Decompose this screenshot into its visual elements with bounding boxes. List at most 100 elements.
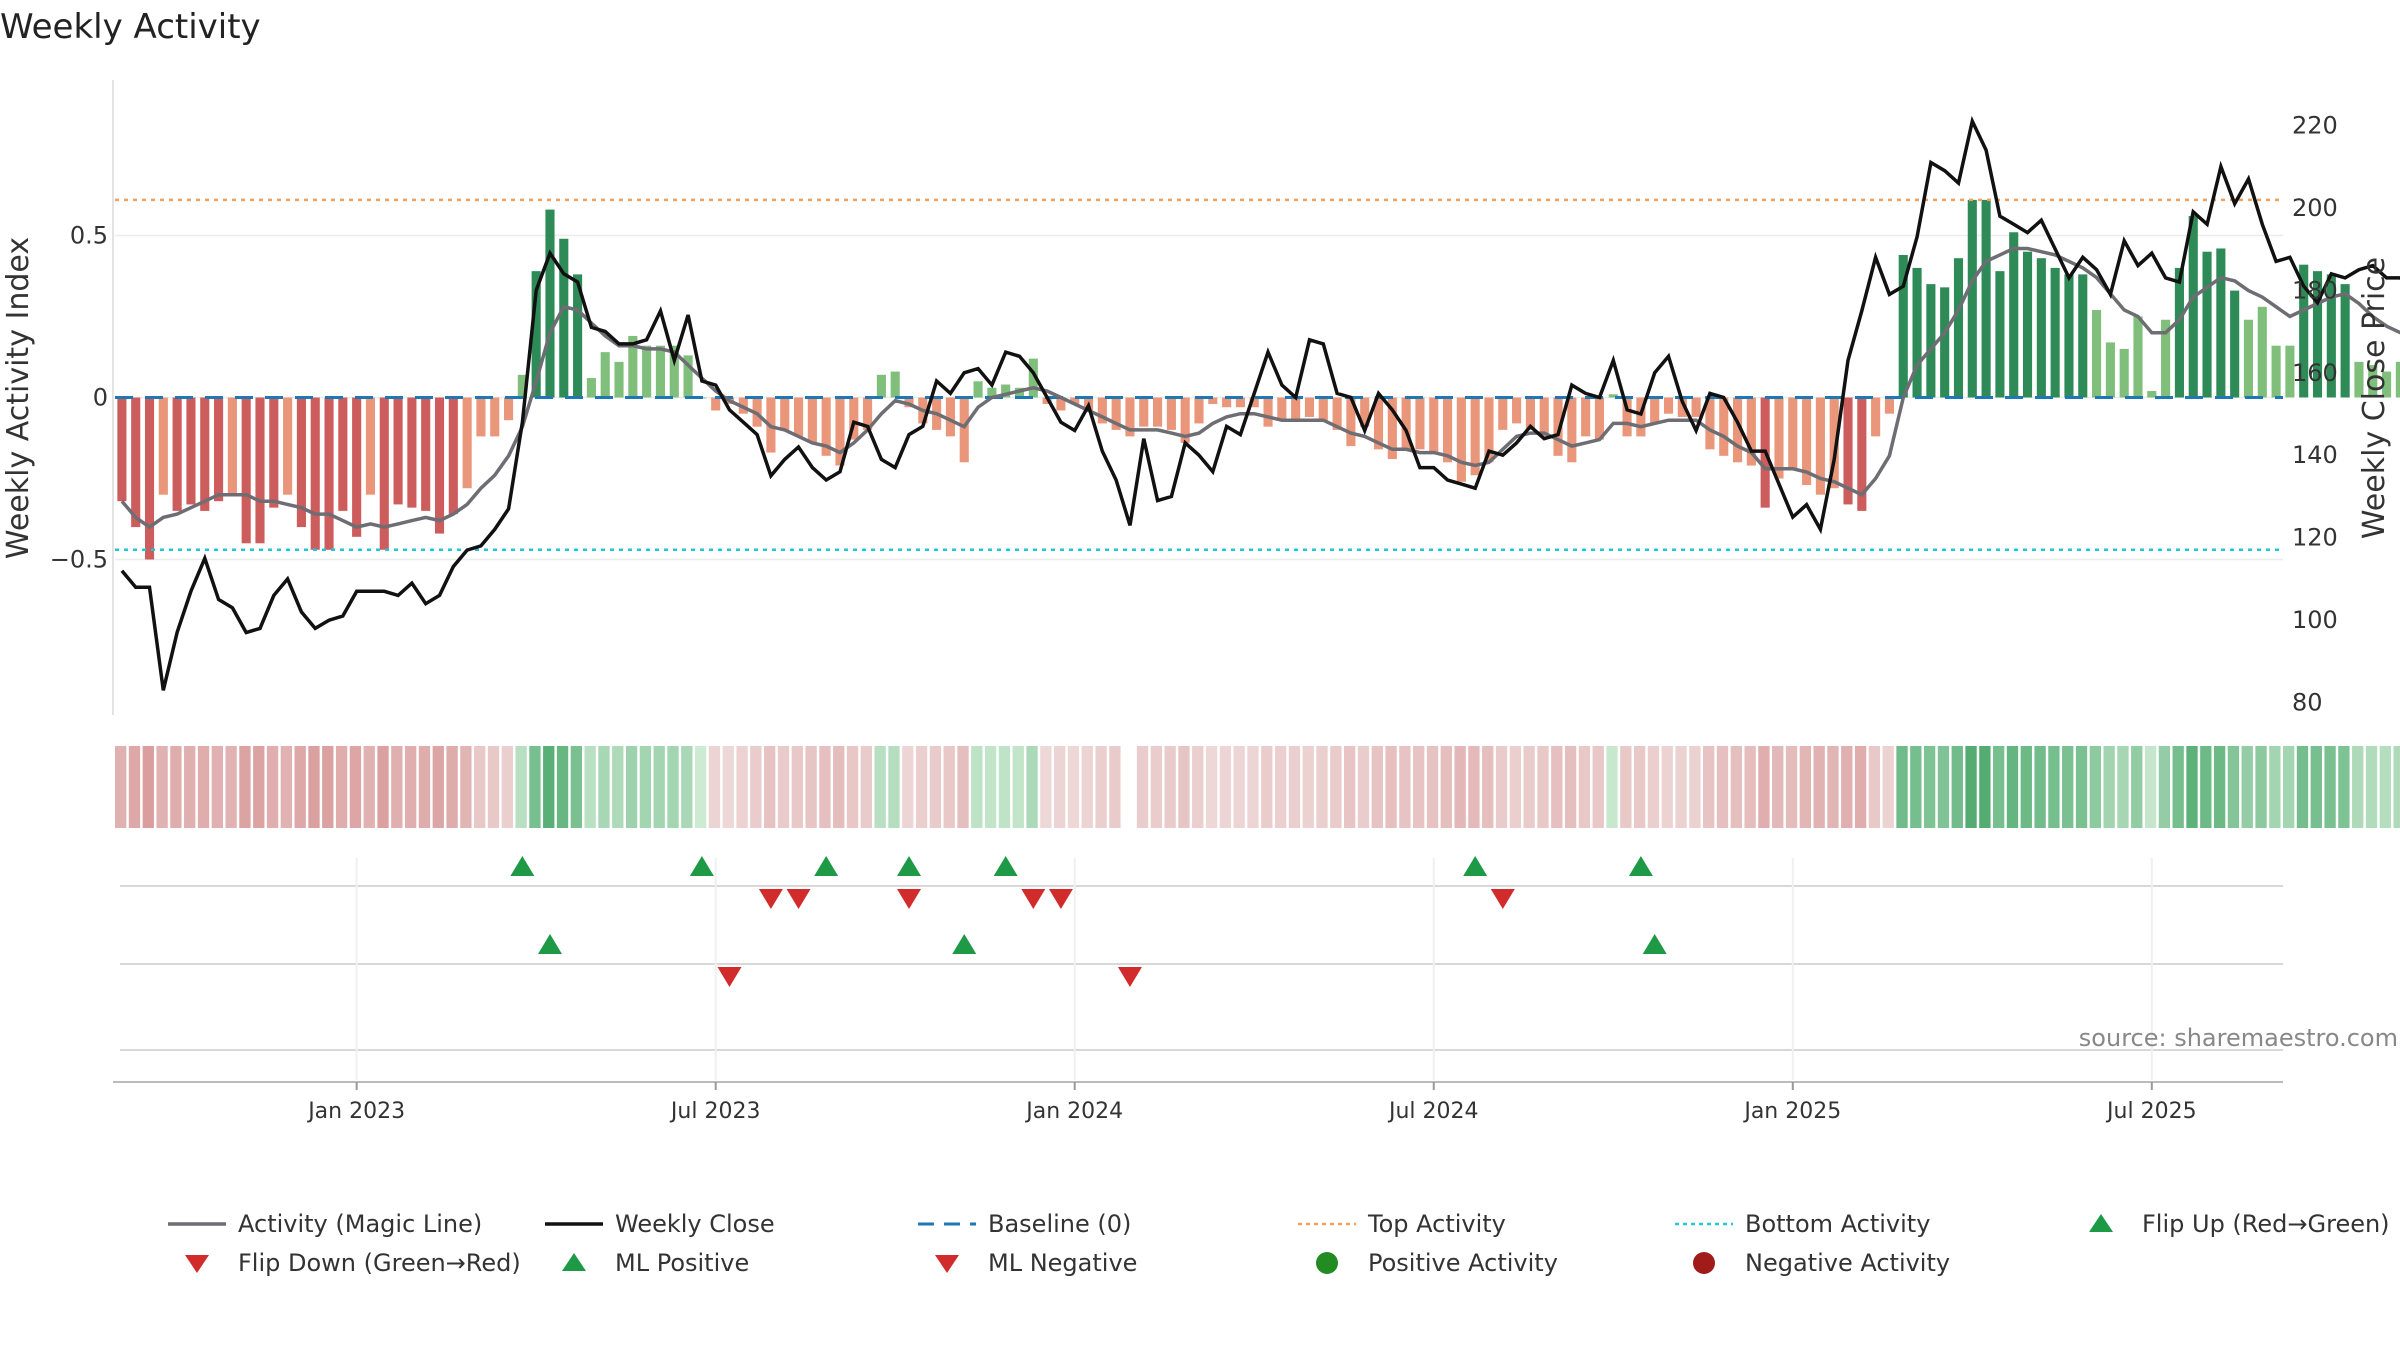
activity-bar bbox=[1373, 397, 1384, 450]
activity-bar bbox=[807, 397, 817, 443]
legend-swatch-triangle-up bbox=[2089, 1214, 2113, 1232]
activity-bar bbox=[2257, 306, 2267, 398]
activity-bar bbox=[1663, 397, 1674, 414]
activity-bar bbox=[1940, 287, 1950, 398]
activity-bar bbox=[1056, 397, 1066, 411]
heat-cell bbox=[1164, 746, 1176, 828]
activity-bar bbox=[1429, 397, 1439, 453]
activity-bar bbox=[1125, 397, 1135, 437]
activity-bar bbox=[1525, 397, 1535, 430]
heat-cell bbox=[943, 746, 955, 828]
right-tick-label: 100 bbox=[2292, 606, 2338, 634]
activity-bar bbox=[2243, 319, 2254, 398]
activity-bar bbox=[987, 387, 997, 398]
legend-item: ML Positive bbox=[562, 1249, 749, 1277]
activity-bar bbox=[1208, 397, 1218, 404]
heat-cell bbox=[1923, 746, 1936, 828]
heat-cell bbox=[1413, 746, 1425, 828]
heat-cell bbox=[1440, 746, 1452, 828]
activity-bar bbox=[379, 397, 389, 550]
activity-bar bbox=[1843, 397, 1853, 505]
flip-down-marker bbox=[758, 889, 783, 909]
activity-bar bbox=[2382, 371, 2392, 398]
legend-label: Weekly Close bbox=[615, 1210, 775, 1238]
activity-bar bbox=[863, 397, 873, 430]
heat-cell bbox=[1620, 746, 1632, 828]
heat-cell bbox=[1012, 746, 1024, 828]
heat-cell bbox=[1854, 746, 1867, 828]
heat-cell bbox=[860, 746, 873, 828]
heat-cell bbox=[1882, 746, 1894, 828]
heat-cell bbox=[1689, 746, 1701, 828]
activity-bar bbox=[1498, 397, 1508, 430]
right-tick-label: 200 bbox=[2292, 194, 2338, 222]
activity-bar bbox=[1512, 397, 1522, 424]
heat-cell bbox=[1979, 746, 1991, 828]
heat-cell bbox=[335, 746, 348, 828]
activity-bar bbox=[1111, 397, 1121, 430]
ml-positive-marker bbox=[952, 934, 977, 954]
heat-cell bbox=[1426, 746, 1439, 828]
activity-bar bbox=[1636, 397, 1646, 437]
heat-cell bbox=[667, 746, 679, 828]
heat-cell bbox=[1647, 746, 1660, 828]
flip-down-marker bbox=[1021, 889, 1046, 909]
heat-cell bbox=[2144, 746, 2157, 828]
flip-up-marker bbox=[1628, 856, 1653, 876]
right-tick-label: 160 bbox=[2292, 359, 2338, 387]
heat-cell bbox=[308, 746, 320, 828]
legend-item: Activity (Magic Line) bbox=[168, 1210, 482, 1238]
legend-swatch-circle bbox=[1316, 1252, 1338, 1274]
heat-cell bbox=[2158, 746, 2171, 828]
activity-bar bbox=[269, 397, 279, 508]
heat-cell bbox=[1827, 746, 1839, 828]
heat-cell bbox=[612, 746, 624, 828]
activity-bar bbox=[2230, 290, 2240, 398]
heat-cell bbox=[2048, 746, 2060, 828]
heat-cell bbox=[791, 746, 803, 828]
activity-bar bbox=[2202, 251, 2212, 398]
activity-bar bbox=[283, 397, 293, 495]
heat-cell bbox=[170, 746, 182, 828]
heat-cell bbox=[708, 746, 721, 828]
heat-cell bbox=[819, 746, 831, 828]
heat-cell bbox=[2186, 746, 2198, 828]
legend-label: Negative Activity bbox=[1745, 1249, 1950, 1277]
heat-cell bbox=[971, 746, 983, 828]
activity-bar bbox=[1622, 397, 1632, 437]
flip-up-marker bbox=[510, 856, 535, 876]
activity-bar bbox=[1001, 384, 1011, 398]
activity-bar bbox=[849, 397, 859, 440]
heat-cell bbox=[432, 746, 444, 828]
activity-bar bbox=[2105, 342, 2115, 398]
activity-bar bbox=[1235, 397, 1245, 408]
activity-bar bbox=[1719, 397, 1729, 456]
activity-bar bbox=[1553, 397, 1563, 456]
heat-cell bbox=[1330, 746, 1342, 828]
heat-cell bbox=[1578, 746, 1591, 828]
heat-cell bbox=[1343, 746, 1356, 828]
right-tick-label: 80 bbox=[2292, 689, 2323, 717]
activity-bar bbox=[545, 209, 555, 398]
heat-cell bbox=[584, 746, 596, 828]
activity-bar bbox=[324, 397, 334, 550]
activity-bar bbox=[2312, 271, 2323, 398]
activity-bar bbox=[434, 397, 445, 534]
legend-swatch-triangle-up bbox=[562, 1253, 586, 1271]
activity-bar bbox=[1153, 397, 1163, 427]
activity-bar bbox=[1691, 397, 1701, 417]
heat-cell bbox=[1219, 746, 1232, 828]
activity-bar bbox=[1456, 397, 1466, 482]
activity-bar bbox=[1732, 397, 1743, 463]
left-tick-label: −0.5 bbox=[50, 545, 108, 573]
heat-cell bbox=[805, 746, 817, 828]
activity-bar bbox=[1139, 397, 1149, 427]
heat-cell bbox=[460, 746, 472, 828]
chart-title: Weekly Activity bbox=[0, 7, 261, 47]
legend-label: Activity (Magic Line) bbox=[238, 1210, 482, 1238]
heat-cell bbox=[322, 746, 334, 828]
heat-cell bbox=[1495, 746, 1508, 828]
legend-swatch-triangle-down bbox=[935, 1255, 959, 1273]
heat-cell bbox=[156, 746, 168, 828]
heat-cell bbox=[543, 746, 555, 828]
